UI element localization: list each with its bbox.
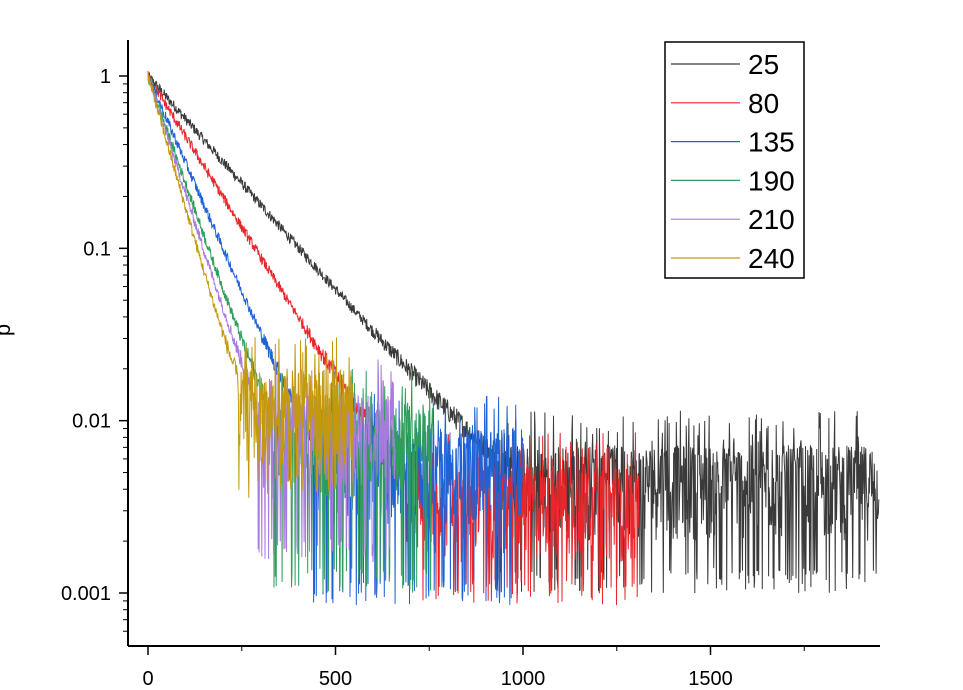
legend-label: 80 — [748, 88, 779, 119]
y-axis-label: p — [0, 324, 15, 336]
x-tick-label: 0 — [142, 668, 153, 690]
legend-label: 25 — [748, 49, 779, 80]
legend-item-190: 190 — [671, 165, 795, 196]
y-tick-label: 1 — [100, 66, 111, 88]
x-tick-label: 1500 — [688, 668, 733, 690]
legend-item-80: 80 — [671, 88, 779, 119]
series-path-80 — [147, 71, 640, 606]
y-tick-label: 0.01 — [72, 411, 111, 433]
legend-box — [664, 41, 805, 279]
y-tick-label: 0.001 — [61, 583, 111, 605]
legend-label: 190 — [748, 165, 795, 196]
x-tick-label: 500 — [319, 668, 352, 690]
ticks-layer: 1 0.1 0.01 0.001 0 500 1000 1500 — [61, 66, 805, 690]
series-layer — [147, 71, 880, 606]
legend-label: 240 — [748, 243, 795, 274]
legend-item-240: 240 — [671, 243, 795, 274]
series-line-240 — [147, 73, 355, 498]
series-path-240 — [147, 73, 355, 498]
axes-layer — [127, 40, 880, 647]
legend: 25 80 135 190 210 240 — [664, 41, 805, 279]
legend-item-210: 210 — [671, 204, 795, 235]
legend-item-25: 25 — [671, 49, 779, 80]
legend-label: 135 — [748, 127, 795, 158]
legend-label: 210 — [748, 204, 795, 235]
series-line-80 — [147, 71, 640, 606]
legend-item-135: 135 — [671, 127, 795, 158]
y-tick-label: 0.1 — [83, 238, 111, 260]
x-tick-label: 1000 — [501, 668, 546, 690]
